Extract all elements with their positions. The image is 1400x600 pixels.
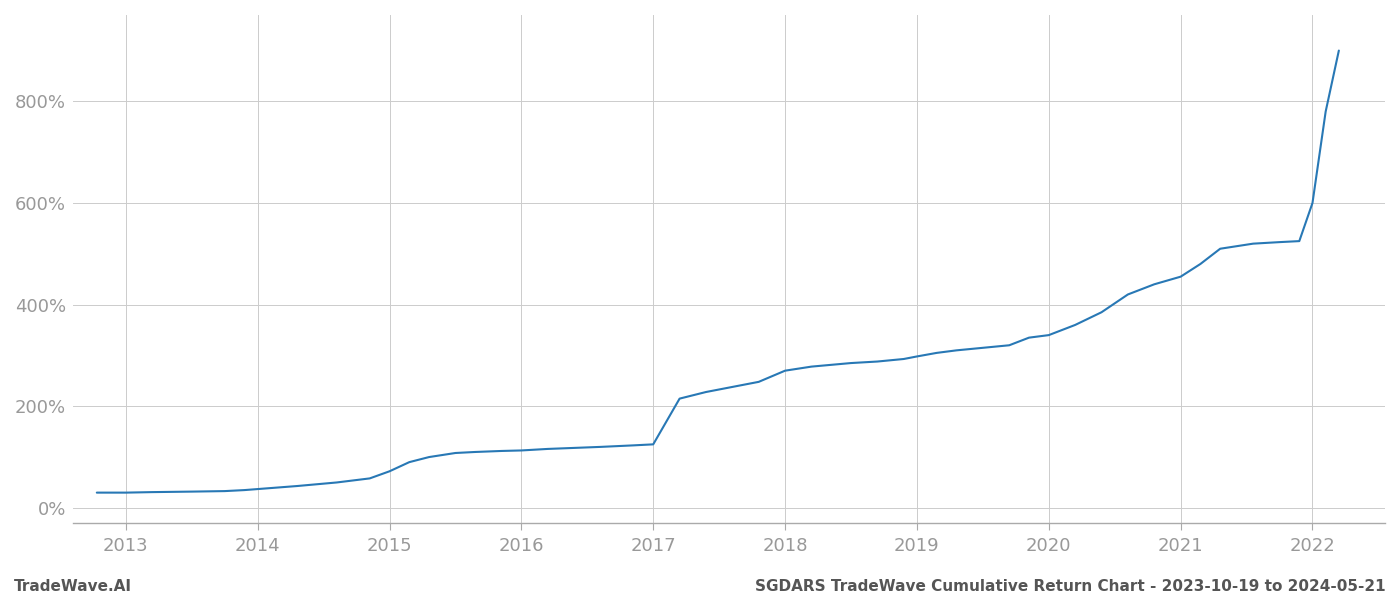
Text: TradeWave.AI: TradeWave.AI bbox=[14, 579, 132, 594]
Text: SGDARS TradeWave Cumulative Return Chart - 2023-10-19 to 2024-05-21: SGDARS TradeWave Cumulative Return Chart… bbox=[756, 579, 1386, 594]
